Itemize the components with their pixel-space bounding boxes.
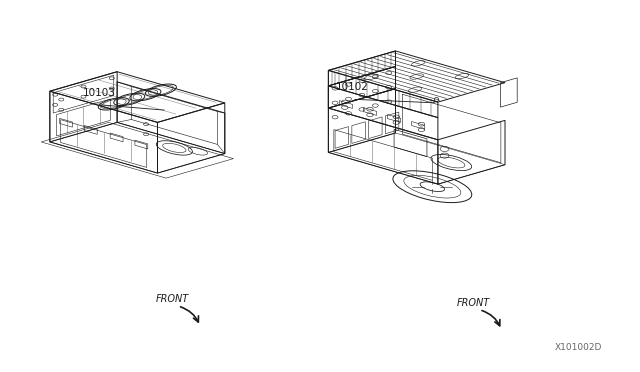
Text: 10102: 10102 [336, 82, 369, 92]
Text: X101002D: X101002D [554, 343, 602, 352]
Text: FRONT: FRONT [457, 298, 490, 308]
Text: 10103: 10103 [83, 87, 116, 97]
Text: FRONT: FRONT [156, 294, 189, 304]
